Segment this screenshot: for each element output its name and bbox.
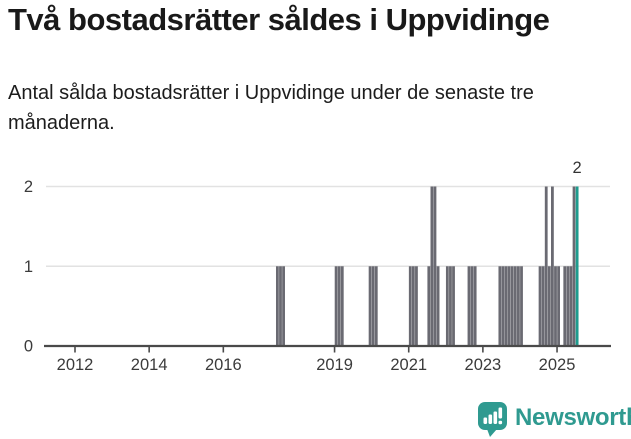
bar [279,266,282,346]
bar [436,266,440,346]
x-tick-label: 2025 [539,356,576,374]
bar [408,266,412,346]
bar [430,186,434,346]
y-tick-label: 2 [24,178,33,196]
bar [547,266,551,346]
bar [275,266,279,346]
bar [520,266,523,346]
bar [282,266,285,346]
bar [510,266,514,346]
bar [470,266,474,346]
brand-name: Newsworthy [515,404,631,431]
page-title: Två bostadsrätter såldes i Uppvidinge [8,2,550,37]
bar [566,266,570,346]
y-tick-label: 0 [24,338,33,356]
bar [563,266,567,346]
bar [368,266,372,346]
bar [473,266,477,346]
bar [371,266,375,346]
bar [572,186,576,346]
bar [544,186,548,346]
x-tick-label: 2019 [316,356,353,374]
bar [445,266,449,346]
x-tick-label: 2012 [57,356,94,374]
bar [340,266,344,346]
bar [449,266,452,346]
highlight-bar [575,186,579,346]
bar-value-label: 2 [573,159,582,177]
x-tick-label: 2021 [390,356,427,374]
bar [517,266,520,346]
bar [467,266,471,346]
bar [411,266,415,346]
x-tick-label: 2016 [205,356,242,374]
brand-footer: Newsworthy [477,401,631,438]
bar [452,266,455,346]
bar [557,266,560,346]
bar [427,266,431,346]
bar [513,266,517,346]
bar [374,266,378,346]
bar [507,266,511,346]
chart-subtitle: Antal sålda bostadsrätter i Uppvidinge u… [8,82,534,134]
bar [538,266,542,346]
y-tick-label: 1 [24,258,33,276]
bar [498,266,502,346]
bar [433,186,437,346]
x-tick-label: 2014 [131,356,168,374]
x-tick-label: 2023 [465,356,502,374]
bar [569,266,573,346]
bar [551,186,554,346]
bar [337,266,341,346]
bar [415,266,418,346]
bar [554,266,557,346]
bar [541,266,545,346]
bar [501,266,505,346]
newsworthy-logo-icon [478,402,507,437]
bar [334,266,338,346]
bar [504,266,508,346]
